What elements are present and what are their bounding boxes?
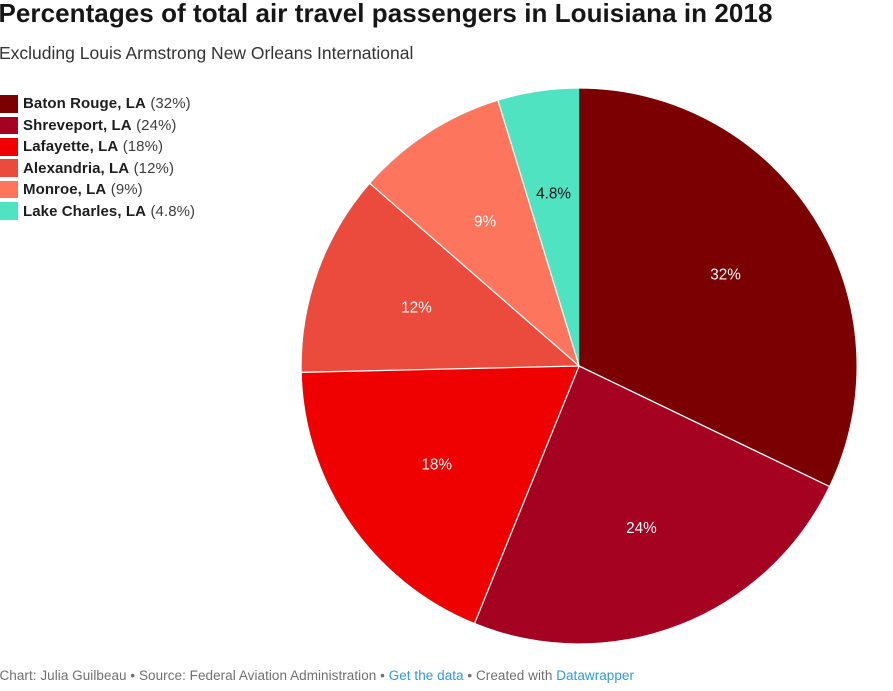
svg-text:32%: 32% xyxy=(710,266,741,283)
svg-text:9%: 9% xyxy=(474,213,497,230)
svg-text:12%: 12% xyxy=(401,300,432,317)
svg-text:24%: 24% xyxy=(626,520,657,537)
svg-text:4.8%: 4.8% xyxy=(536,186,571,203)
svg-text:18%: 18% xyxy=(421,457,452,474)
